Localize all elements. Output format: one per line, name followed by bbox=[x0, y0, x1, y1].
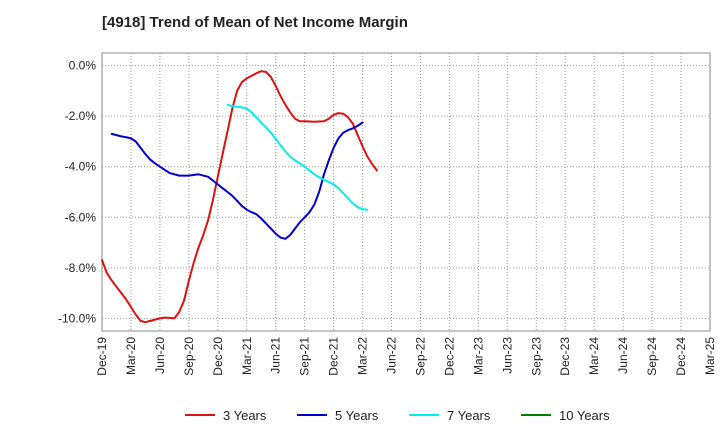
x-tick-label: Mar-20 bbox=[124, 337, 138, 375]
legend-label: 3 Years bbox=[223, 408, 267, 423]
y-axis: 0.0% -2.0% -4.0% -6.0% -8.0% -10.0% bbox=[58, 59, 96, 326]
y-tick-label: -10.0% bbox=[58, 311, 96, 325]
y-tick-label: -4.0% bbox=[65, 160, 97, 174]
x-tick-label: Mar-21 bbox=[240, 337, 254, 375]
series-line-7-years bbox=[226, 103, 369, 211]
legend-label: 10 Years bbox=[559, 408, 610, 423]
legend: 3 Years 5 Years 7 Years 10 Years bbox=[185, 408, 610, 423]
x-tick-label: Sep-22 bbox=[413, 337, 427, 376]
y-tick-label: -8.0% bbox=[65, 261, 97, 275]
y-tick-label: -2.0% bbox=[65, 109, 97, 123]
grid bbox=[101, 53, 711, 331]
plot-area bbox=[101, 52, 711, 332]
legend-label: 5 Years bbox=[335, 408, 379, 423]
chart-title: [4918] Trend of Mean of Net Income Margi… bbox=[102, 14, 408, 31]
y-tick-label: -6.0% bbox=[65, 210, 97, 224]
x-tick-label: Sep-24 bbox=[645, 337, 659, 376]
x-axis: Dec-19 Mar-20 Jun-20 Sep-20 Dec-20 Mar-21 Jun-… bbox=[95, 337, 717, 376]
x-tick-label: Jun-22 bbox=[385, 337, 399, 374]
x-tick-label: Sep-20 bbox=[182, 337, 196, 376]
x-tick-label: Jun-24 bbox=[616, 337, 630, 374]
x-tick-label: Dec-20 bbox=[211, 337, 225, 376]
legend-label: 7 Years bbox=[447, 408, 491, 423]
y-tick-label: 0.0% bbox=[69, 59, 97, 73]
x-tick-label: Mar-23 bbox=[471, 337, 485, 375]
x-tick-label: Mar-24 bbox=[587, 337, 601, 375]
x-tick-label: Jun-20 bbox=[153, 337, 167, 374]
x-tick-label: Mar-22 bbox=[356, 337, 370, 375]
x-tick-label: Dec-19 bbox=[95, 337, 109, 376]
x-tick-label: Dec-23 bbox=[558, 337, 572, 376]
series-lines bbox=[101, 70, 378, 324]
x-tick-label: Jun-21 bbox=[269, 337, 283, 374]
series-line-5-years bbox=[110, 121, 364, 240]
x-tick-label: Sep-23 bbox=[529, 337, 543, 376]
x-tick-label: Dec-21 bbox=[327, 337, 341, 376]
x-tick-label: Sep-21 bbox=[298, 337, 312, 376]
x-tick-label: Jun-23 bbox=[500, 337, 514, 374]
x-tick-label: Dec-24 bbox=[674, 337, 688, 376]
x-tick-label: Mar-25 bbox=[703, 337, 717, 375]
x-tick-label: Dec-22 bbox=[442, 337, 456, 376]
series-line-3-years bbox=[101, 70, 378, 324]
